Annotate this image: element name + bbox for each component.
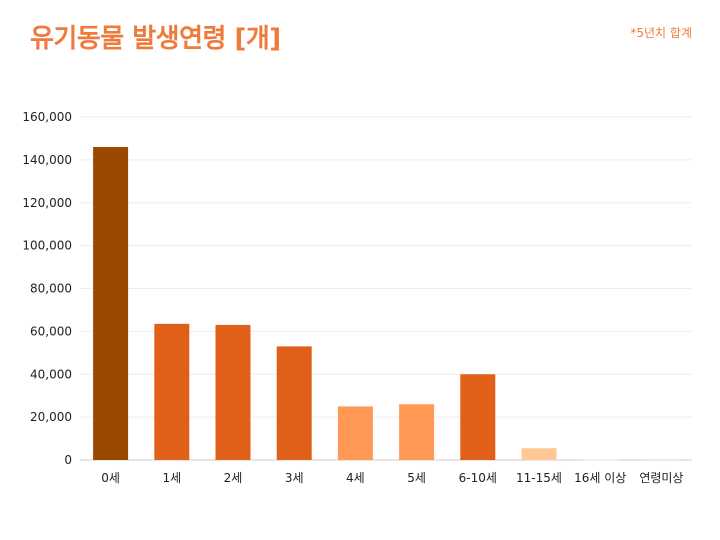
x-tick-label: 0세 <box>101 471 120 485</box>
y-tick-label: 0 <box>64 453 72 467</box>
x-tick-label: 5세 <box>407 471 426 485</box>
y-tick-label: 80,000 <box>30 282 72 296</box>
bar-9 <box>643 458 679 460</box>
y-tick-label: 60,000 <box>30 324 72 338</box>
y-tick-label: 40,000 <box>30 367 72 381</box>
x-tick-label: 6-10세 <box>459 471 497 485</box>
y-tick-label: 160,000 <box>22 110 72 124</box>
y-tick-label: 120,000 <box>22 196 72 210</box>
bar-2 <box>215 324 251 460</box>
x-tick-label: 16세 이상 <box>574 471 626 485</box>
x-tick-label: 4세 <box>346 471 365 485</box>
bar-0 <box>93 147 129 460</box>
y-tick-label: 20,000 <box>30 410 72 424</box>
bar-4 <box>337 406 373 460</box>
y-tick-label: 140,000 <box>22 153 72 167</box>
bar-1 <box>154 323 190 460</box>
x-tick-label: 2세 <box>224 471 243 485</box>
chart-note: *5년치 합계 <box>630 26 692 40</box>
x-tick-label: 연령미상 <box>639 471 683 485</box>
x-tick-label: 11-15세 <box>516 471 562 485</box>
bar-8 <box>582 459 618 461</box>
x-tick-label: 1세 <box>162 471 181 485</box>
bar-3 <box>276 346 312 460</box>
x-tick-label: 3세 <box>285 471 304 485</box>
y-tick-label: 100,000 <box>22 239 72 253</box>
chart-title: 유기동물 발생연령 [개] <box>30 24 281 54</box>
bar-7 <box>521 448 557 460</box>
bar-6 <box>460 374 496 460</box>
bar-5 <box>399 404 435 460</box>
